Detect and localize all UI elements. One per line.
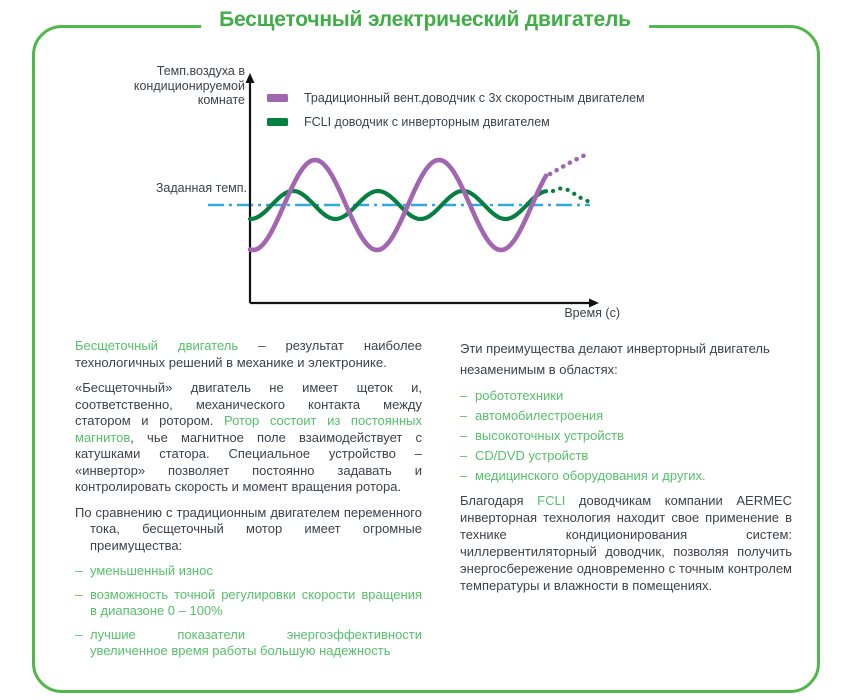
list-item: – уменьшенный износ [75, 563, 422, 580]
list-item: – возможность точной регулировки скорости… [75, 587, 422, 620]
x-axis-label: Время (с) [564, 306, 620, 320]
y-axis-label: Темп.воздуха в кондиционируемой комнате [93, 64, 245, 108]
bullet-dash: – [460, 468, 468, 483]
legend-label-inverter: FCLI доводчик с инверторным двигателем [304, 115, 550, 129]
paragraph-applications-lead: Эти преимущества делают инверторный двиг… [460, 341, 770, 377]
legend-row-inverter: FCLI доводчик с инверторным двигателем [267, 114, 645, 130]
bullet-dash: – [460, 408, 468, 423]
page-title: Бесщеточный электрический двигатель [201, 8, 649, 32]
advantage-item: уменьшенный износ [90, 563, 213, 578]
list-item: – лучшие показатели энергоэффективности у… [75, 627, 422, 660]
application-item: высокоточных устройств [475, 428, 624, 443]
list-item: – робототехники [460, 389, 792, 402]
chart-legend: Традиционный вент.доводчик с 3х скоростн… [267, 90, 645, 138]
paragraph-aermec-a: Благодаря [460, 493, 538, 508]
keyword-brushless-motor: Бесщеточный двигатель [75, 338, 239, 353]
bullet-dash: – [75, 586, 83, 602]
list-item: – автомобилестроения [460, 409, 792, 422]
paragraph-intro: Бесщеточный двигатель – результат наибол… [75, 338, 422, 371]
bullet-dash: – [460, 388, 468, 403]
y-axis-label-line: Темп.воздуха в [156, 64, 245, 78]
wave-inverter [247, 188, 549, 222]
paragraph-intro-text: – результат наиболее технологичных решен… [75, 338, 422, 370]
setpoint-label: Заданная темп. [155, 181, 247, 195]
list-item: – высокоточных устройств [460, 429, 792, 442]
y-axis-arrow-icon [245, 73, 255, 83]
y-axis-label-line: комнате [197, 93, 245, 107]
right-column: Эти преимущества делают инверторный двиг… [460, 338, 792, 603]
list-item: – медицинского оборудования и других. [460, 469, 792, 482]
application-item: CD/DVD устройств [475, 448, 589, 463]
left-column: Бесщеточный двигатель – результат наибол… [75, 338, 422, 667]
traditional-forecast-dotted [547, 153, 587, 177]
paragraph-description-b: , чье магнитное поле взаимодействует с к… [75, 429, 422, 495]
legend-row-traditional: Традиционный вент.доводчик с 3х скоростн… [267, 90, 645, 106]
legend-swatch-inverter [267, 118, 288, 126]
inverter-forecast-dotted [550, 186, 593, 205]
paragraph-advantages-lead: По сравнению с традиционным двигателем п… [75, 504, 422, 553]
keyword-rotor-magnets: Ротор состоит из постоянных магнитов [75, 413, 422, 445]
advantage-item: лучшие показатели энергоэффективности ув… [90, 626, 422, 659]
advantage-item: возможность точной регулировки скорости … [90, 586, 422, 619]
temperature-chart [208, 73, 599, 308]
applications-list: – робототехники – автомобилестроения – высо… [460, 389, 792, 482]
wave-curves [247, 153, 593, 253]
legend-swatch-traditional [267, 94, 288, 102]
bullet-dash: – [460, 448, 468, 463]
application-item: медицинского оборудования и других. [475, 468, 706, 483]
paragraph-description: «Бесщеточный» двигатель не имеет щеток и… [75, 380, 422, 496]
x-axis-arrow-icon [589, 298, 599, 308]
legend-label-traditional: Традиционный вент.доводчик с 3х скоростн… [304, 91, 645, 105]
bullet-dash: – [460, 428, 468, 443]
list-item: – CD/DVD устройств [460, 449, 792, 462]
bullet-dash: – [75, 626, 83, 642]
bullet-dash: – [75, 563, 83, 578]
application-item: робототехники [475, 388, 564, 403]
paragraph-aermec-b: доводчикам компании AERMEC инверторная т… [460, 493, 792, 593]
wave-traditional [247, 157, 549, 253]
paragraph-aermec: Благодаря FCLI доводчикам компании AERME… [460, 492, 792, 594]
paragraph-description-a: «Бесщеточный» двигатель не имеет щеток и… [75, 380, 422, 428]
application-item: автомобилестроения [475, 408, 604, 423]
advantages-list: – уменьшенный износ – возможность точной р… [75, 563, 422, 660]
y-axis-label-line: кондиционируемой [133, 78, 245, 93]
keyword-fcli: FCLI [537, 493, 566, 508]
